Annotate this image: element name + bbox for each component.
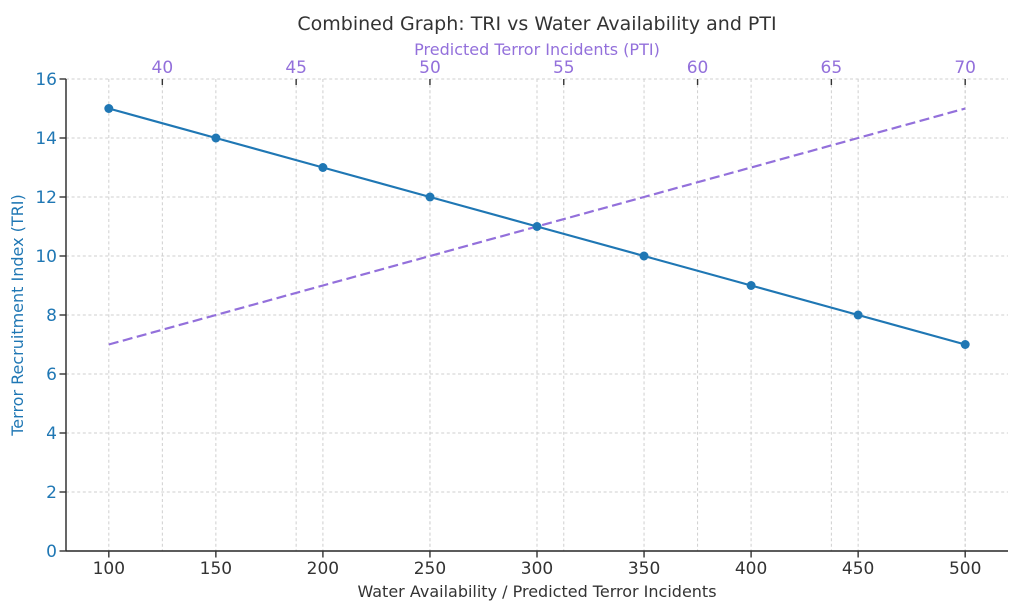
bottom-tick-label: 450 (842, 559, 874, 579)
x-axis-label: Water Availability / Predicted Terror In… (357, 582, 716, 601)
bottom-tick-label: 300 (521, 559, 553, 579)
chart-title: Combined Graph: TRI vs Water Availabilit… (297, 13, 776, 35)
grid-layer (66, 78, 1008, 552)
data-point-marker (532, 222, 542, 231)
data-point-marker (211, 133, 221, 143)
top-tick-label: 50 (419, 58, 441, 78)
y-tick-label: 6 (46, 365, 57, 385)
tick-labels-layer: 100 150 200 250 300 350 400 450 500 0 2 4 6 8 10 12 14 16… (35, 58, 981, 579)
marker-layer (104, 104, 970, 349)
top-tick-label: 45 (285, 58, 307, 78)
y-tick-label: 8 (46, 306, 57, 326)
bottom-tick-label: 100 (93, 559, 125, 579)
data-point-marker (318, 163, 328, 172)
y-tick-label: 10 (35, 247, 57, 267)
y-tick-label: 2 (46, 483, 57, 503)
y-tick-label: 16 (35, 70, 57, 90)
y-tick-label: 12 (35, 188, 57, 208)
top-tick-label: 60 (687, 58, 709, 78)
bottom-tick-label: 350 (628, 559, 660, 579)
y-axis-label: Terror Recruitment Index (TRI) (8, 194, 27, 437)
data-point-marker (425, 192, 435, 202)
bottom-tick-label: 250 (414, 559, 446, 579)
data-point-marker (104, 104, 114, 113)
data-point-marker (639, 251, 649, 261)
data-point-marker (960, 340, 970, 349)
y-tick-label: 0 (46, 542, 57, 562)
y-tick-label: 4 (46, 424, 57, 444)
data-point-marker (746, 281, 756, 290)
y-tick-label: 14 (35, 129, 57, 149)
bottom-tick-label: 200 (307, 559, 339, 579)
axes-layer (59, 78, 1008, 558)
top-axis-label: Predicted Terror Incidents (PTI) (414, 40, 660, 59)
top-tick-label: 40 (152, 58, 174, 78)
top-tick-label: 65 (821, 58, 843, 78)
data-point-marker (853, 310, 863, 320)
top-tick-label: 55 (553, 58, 575, 78)
top-tick-label: 70 (954, 58, 976, 78)
bottom-tick-label: 150 (200, 559, 232, 579)
bottom-tick-label: 400 (735, 559, 767, 579)
bottom-tick-label: 500 (949, 559, 981, 579)
